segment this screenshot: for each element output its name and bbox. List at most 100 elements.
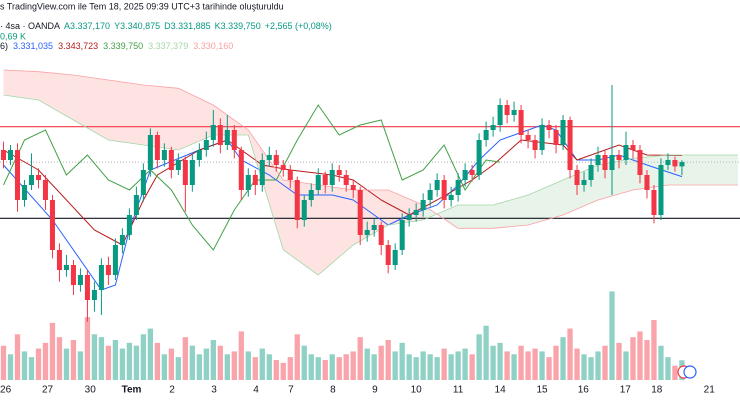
- candle-body: [28, 175, 34, 185]
- volume-bar: [490, 345, 496, 380]
- volume-bar: [98, 337, 105, 380]
- volume-bar: [448, 354, 454, 380]
- candle-body: [469, 170, 475, 175]
- volume-bar: [413, 357, 419, 380]
- candle-body: [630, 145, 636, 150]
- candle-body: [672, 160, 678, 167]
- candle-body: [63, 265, 69, 270]
- volume-bar: [14, 334, 21, 380]
- candle-body: [98, 265, 104, 290]
- candle-body: [679, 162, 685, 167]
- candle-body: [133, 195, 139, 215]
- candle-body: [371, 225, 377, 230]
- candle-body: [392, 250, 398, 265]
- candle-body: [315, 175, 321, 190]
- volume-bar: [35, 348, 42, 380]
- volume-bar: [630, 337, 636, 380]
- volume-bar: [0, 345, 7, 380]
- volume-bar: [245, 351, 251, 380]
- candle-body: [350, 185, 356, 190]
- volume-bar: [217, 345, 223, 380]
- volume-bar: [308, 354, 314, 380]
- volume-bar: [259, 348, 265, 380]
- volume-bar: [462, 348, 468, 380]
- candle-body: [231, 130, 237, 150]
- candle-body: [210, 125, 216, 140]
- candle-body: [665, 160, 671, 165]
- volume-bar: [399, 342, 405, 380]
- volume-bar: [483, 325, 489, 380]
- candle-body: [301, 200, 307, 220]
- candle-body: [588, 165, 594, 180]
- volume-bar: [133, 345, 140, 380]
- volume-bar: [70, 340, 77, 380]
- volume-bar: [364, 348, 370, 380]
- volume-bar: [574, 348, 580, 380]
- plot-area: [0, 69, 740, 380]
- cloud-segment: [702, 155, 738, 185]
- volume-bar: [126, 342, 133, 380]
- volume-bar: [595, 351, 601, 380]
- ohlc-value: D3.331,885: [164, 21, 211, 31]
- candle-body: [182, 160, 188, 185]
- x-tick-label: 18: [651, 385, 663, 396]
- replay-icon[interactable]: [677, 365, 697, 379]
- candle-body: [294, 180, 300, 220]
- volume-bar: [567, 328, 573, 380]
- candle-body: [217, 125, 223, 145]
- volume-bar: [91, 334, 98, 380]
- x-tick-label: 4: [253, 385, 259, 396]
- volume-bar: [329, 354, 335, 380]
- indicator-prefix: 6): [0, 41, 8, 51]
- candle-body: [224, 130, 230, 145]
- x-tick-label: 3: [211, 385, 217, 396]
- volume-bar: [77, 351, 84, 380]
- volume-bar: [7, 354, 14, 380]
- candle-body: [399, 220, 405, 250]
- candle-body: [574, 170, 580, 185]
- volume-bar: [266, 354, 272, 380]
- volume-bar: [378, 345, 384, 380]
- ohlc-value: Y3.340,875: [114, 21, 160, 31]
- x-tick-label: 30: [85, 385, 97, 396]
- candle-body: [448, 195, 454, 200]
- candle-body: [406, 215, 412, 220]
- candle-body: [119, 235, 125, 245]
- volume-bar: [420, 351, 426, 380]
- volume-bar: [301, 345, 307, 380]
- cloud-segment: [38, 71, 74, 120]
- x-tick-label: 17: [620, 385, 632, 396]
- volume-bar: [546, 357, 552, 380]
- x-tick-label: 15: [536, 385, 548, 396]
- volume-bar: [616, 342, 622, 380]
- candle-body: [567, 120, 573, 170]
- volume-bar: [224, 354, 230, 380]
- volume-bar: [21, 351, 28, 380]
- candle-body: [511, 110, 517, 115]
- candle-body: [336, 170, 342, 175]
- candle-body: [532, 140, 538, 150]
- x-tick-label: 2: [169, 385, 175, 396]
- volume-bar: [56, 337, 63, 380]
- icon-circle[interactable]: [683, 365, 697, 379]
- volume-bar: [42, 342, 49, 380]
- volume-bar: [532, 348, 538, 380]
- symbol-line: · 4sa · OANDA A3.337,170 Y3.340,875 D3.331,…: [0, 21, 332, 31]
- cloud-segment: [388, 190, 424, 225]
- candle-body: [266, 155, 272, 160]
- volume-bar: [371, 354, 377, 380]
- volume-bar: [602, 345, 608, 380]
- candle-body: [616, 155, 622, 160]
- volume-bar: [63, 348, 70, 380]
- candle-body: [658, 165, 664, 215]
- indicator-line: 6) 3.331,035 3.343,723 3.339,750 3.337,379 3.…: [0, 41, 233, 51]
- candle-body: [364, 230, 370, 235]
- volume-bar: [203, 348, 209, 380]
- volume-bar: [84, 317, 91, 380]
- candle-body: [427, 190, 433, 200]
- candle-body: [147, 135, 153, 170]
- candle-body: [196, 150, 202, 160]
- candle-body: [644, 175, 650, 190]
- volume-bar: [623, 351, 629, 380]
